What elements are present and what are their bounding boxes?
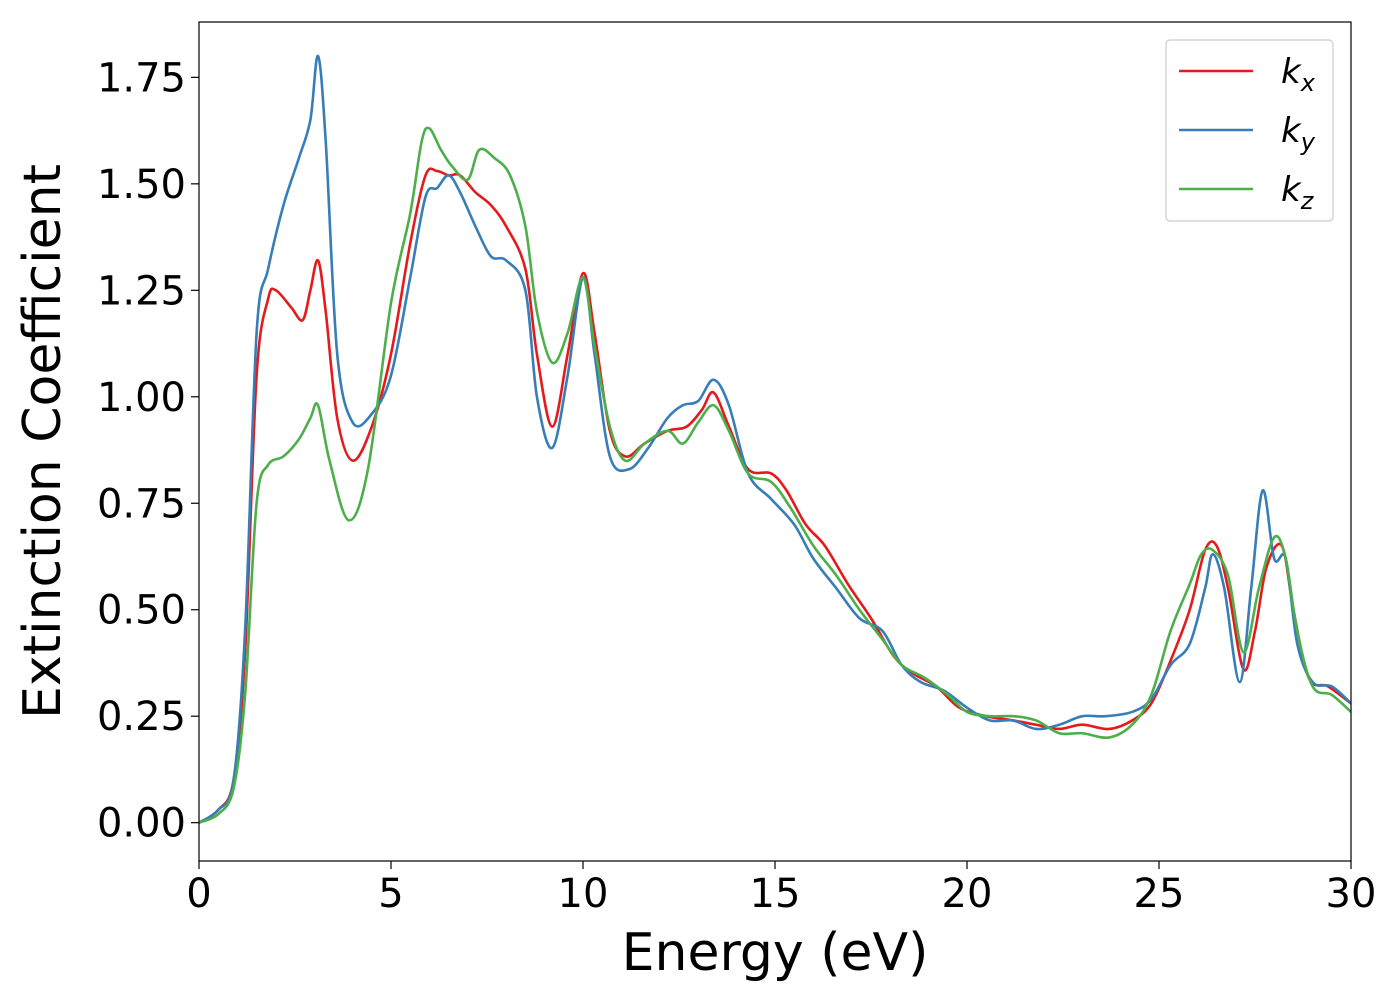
y-tick-label: 1.75 [97,55,186,101]
legend-item-y: ky [1179,111,1316,156]
legend-label: kz [1281,170,1315,215]
series-layer [199,54,1351,824]
y-axis-label: Extinction Coefficient [13,164,73,719]
y-tick-label: 0.75 [97,481,186,527]
x-axis-label: Energy (eV) [622,923,929,983]
series-line-x [199,167,1351,824]
y-tick-label: 1.00 [97,375,186,421]
y-tick-label: 0.25 [97,694,186,740]
legend-label: ky [1281,111,1316,156]
x-tick-label: 30 [1326,871,1377,917]
x-tick-label: 0 [186,871,211,917]
legend: kx ky kz [1165,39,1334,222]
x-tick-label: 15 [750,871,801,917]
series-line-y [199,54,1351,824]
y-tick-label: 0.00 [97,801,186,847]
legend-item-z: kz [1179,170,1315,215]
y-tick-label: 0.50 [97,588,186,634]
series-line-z [199,126,1351,824]
y-tick-label: 1.25 [97,268,186,314]
y-ticks: 0.00 0.25 0.50 0.75 1.00 1.25 1.50 1.75 [97,55,199,847]
x-tick-label: 25 [1134,871,1185,917]
x-ticks: 0 5 10 15 20 25 30 [186,861,1376,917]
legend-item-x: kx [1179,52,1316,97]
x-tick-label: 10 [558,871,609,917]
legend-label: kx [1281,52,1316,97]
y-tick-label: 1.50 [97,162,186,208]
x-tick-label: 20 [942,871,993,917]
x-tick-label: 5 [378,871,403,917]
